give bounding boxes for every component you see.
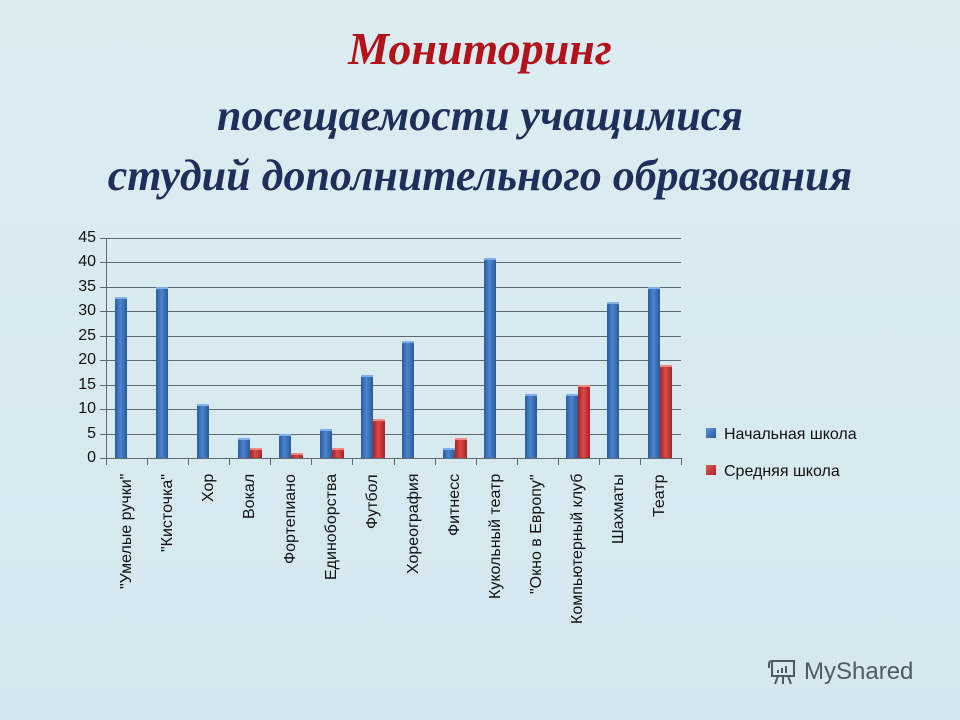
gridline	[100, 262, 681, 264]
gridline	[100, 311, 681, 313]
y-tick-label: 25	[78, 326, 96, 344]
bar-primary	[607, 301, 620, 458]
x-axis-label: "Кисточка"	[158, 474, 176, 552]
x-axis-label: "Окно в Европу"	[528, 474, 546, 594]
x-axis-label: Хор	[199, 473, 217, 502]
x-tick	[229, 458, 231, 465]
legend-item-secondary: Средняя школа	[706, 463, 857, 483]
x-tick	[516, 458, 518, 465]
y-tick-label: 40	[78, 253, 96, 271]
y-axis-line	[106, 238, 107, 464]
gridline	[100, 458, 681, 459]
x-axis-label: Компьютерный клуб	[569, 473, 587, 624]
bar-secondary	[578, 384, 591, 458]
bar-secondary	[372, 418, 385, 458]
gridline	[100, 360, 681, 362]
gridline	[100, 384, 681, 386]
bar-secondary	[455, 438, 468, 458]
bar-primary	[484, 257, 497, 458]
y-tick-label: 20	[78, 351, 96, 369]
chart-plot-area: 0 5 10 15 20 25 30 35 40 45	[78, 230, 682, 466]
x-tick	[393, 458, 395, 465]
x-tick	[147, 458, 149, 465]
x-axis-label: Хореография	[405, 473, 423, 574]
bar-primary	[648, 286, 661, 458]
x-axis-label: Фитнесс	[446, 473, 464, 536]
x-axis-label: "Умелые ручки"	[117, 473, 135, 589]
y-tick-label: 45	[78, 229, 96, 246]
y-tick-label: 5	[87, 424, 96, 442]
bar-primary	[566, 394, 579, 458]
bar-primary	[319, 428, 332, 458]
bar-primary	[402, 340, 415, 458]
bar-primary	[525, 394, 538, 458]
y-tick-label: 10	[78, 400, 96, 418]
title-line-3: студий дополнительного образования	[107, 151, 853, 200]
x-tick	[681, 458, 682, 465]
gridline	[100, 335, 681, 337]
y-tick-label: 15	[78, 375, 96, 393]
legend-item-primary: Начальная школа	[706, 426, 857, 446]
x-axis-label: Кукольный театр	[487, 473, 505, 599]
x-tick	[106, 458, 107, 465]
legend-swatch-red-icon	[706, 464, 716, 475]
x-tick	[598, 458, 600, 465]
x-tick	[352, 458, 354, 465]
title-line-1: Мониторинг	[348, 23, 612, 74]
y-tick-label: 35	[78, 277, 96, 295]
bar-secondary	[331, 448, 344, 458]
watermark-text: MyShared	[804, 658, 914, 685]
chart-legend: Начальная школа Средняя школа	[706, 426, 857, 500]
x-axis-label: Вокал	[240, 473, 258, 519]
x-tick	[434, 458, 436, 465]
bar-primary	[114, 296, 127, 458]
x-tick	[311, 458, 313, 465]
watermark: MyShared	[768, 658, 913, 686]
y-tick-label: 30	[78, 302, 96, 320]
bar-secondary	[660, 365, 673, 458]
bar-primary	[196, 404, 209, 458]
x-tick	[270, 458, 272, 465]
legend-swatch-blue-icon	[706, 427, 716, 438]
gridline	[100, 433, 681, 435]
x-axis-label: Футбол	[363, 474, 381, 529]
legend-label: Начальная школа	[724, 426, 857, 443]
x-tick	[188, 458, 190, 465]
bar-primary	[237, 438, 250, 458]
gridline	[100, 238, 681, 239]
x-tick	[557, 458, 559, 465]
x-axis-label: Фортепиано	[281, 474, 299, 564]
x-axis-label: Шахматы	[610, 474, 628, 544]
x-tick	[475, 458, 477, 465]
bar-secondary	[249, 448, 262, 458]
bar-secondary	[290, 453, 303, 458]
bar-primary	[443, 448, 456, 458]
bar-primary	[360, 374, 373, 458]
bar-primary	[278, 433, 291, 458]
presentation-board-icon	[768, 660, 795, 685]
x-tick	[639, 458, 641, 465]
gridline	[100, 286, 681, 288]
legend-label: Средняя школа	[724, 463, 840, 480]
gridline	[100, 409, 681, 411]
bar-primary	[155, 286, 168, 458]
title-line-2: посещаемости учащимися	[217, 91, 743, 140]
x-axis-label: Единоборства	[322, 473, 340, 580]
y-tick-label: 0	[87, 449, 96, 466]
x-axis-label: Театр	[651, 474, 669, 517]
